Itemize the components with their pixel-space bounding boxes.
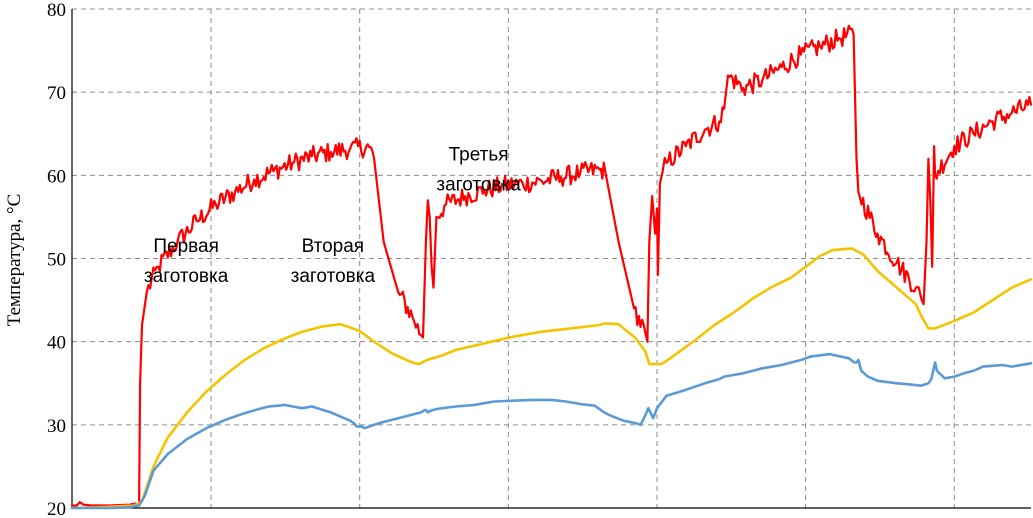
annotation-3-line-1: Третья bbox=[449, 144, 509, 165]
y-tick-labels: 20 30 40 50 60 70 80 bbox=[47, 0, 66, 518]
x-gridlines bbox=[210, 9, 955, 508]
series-line-2 bbox=[70, 247, 1033, 510]
annotations: Первая заготовка Вторая заготовка Третья заго… bbox=[144, 144, 521, 286]
y-tick-label: 50 bbox=[47, 250, 66, 271]
y-tick-label: 40 bbox=[47, 333, 66, 354]
annotation-1-line-2: заготовка bbox=[144, 266, 229, 287]
y-gridlines bbox=[72, 8, 1031, 426]
annotation-2-line-1: Вторая bbox=[302, 236, 365, 257]
y-tick-label: 60 bbox=[47, 166, 66, 187]
series-line-3 bbox=[70, 352, 1033, 510]
series-line-1 bbox=[70, 24, 1033, 507]
annotation-1-line-1: Первая bbox=[153, 236, 219, 257]
series-group bbox=[70, 24, 1033, 510]
annotation-3-line-2: заготовка bbox=[436, 174, 521, 195]
y-axis-label: Температура, °C bbox=[4, 194, 25, 327]
y-tick-label: 30 bbox=[47, 416, 66, 437]
y-tick-label: 20 bbox=[47, 499, 66, 518]
y-tick-label: 70 bbox=[47, 83, 66, 104]
annotation-2-line-2: заготовка bbox=[291, 266, 376, 287]
y-tick-label: 80 bbox=[47, 0, 66, 21]
